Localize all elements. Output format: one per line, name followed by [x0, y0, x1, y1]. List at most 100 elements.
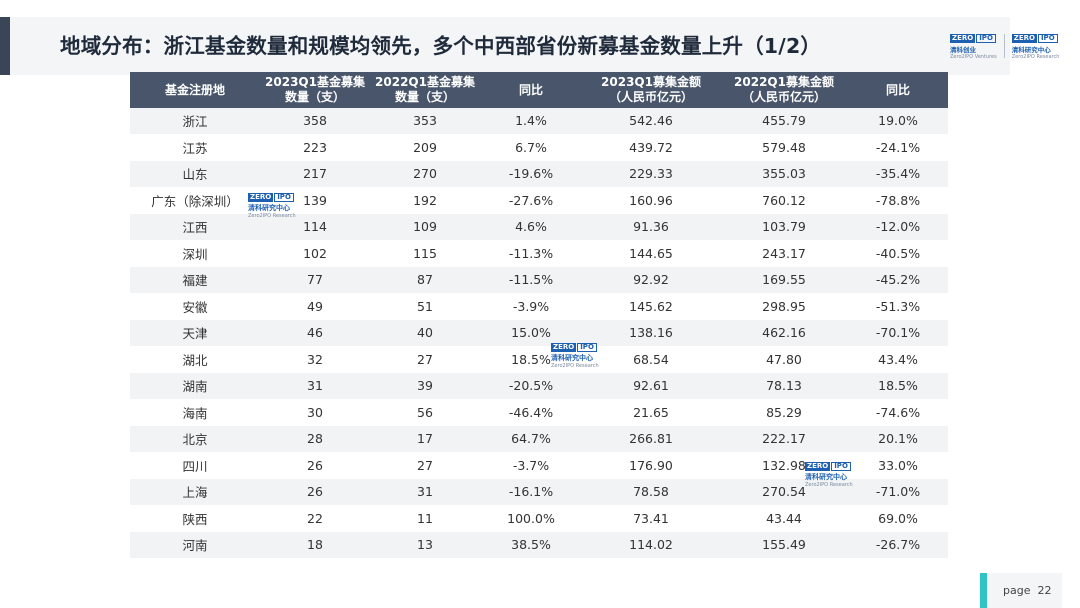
value-cell: 30 — [260, 399, 370, 426]
region-cell: 陕西 — [130, 505, 260, 532]
region-cell: 安徽 — [130, 293, 260, 320]
value-cell: 39 — [370, 372, 480, 400]
value-cell: 358 — [260, 108, 370, 135]
value-cell: 353 — [370, 108, 480, 135]
value-cell: 6.7% — [480, 134, 582, 161]
value-cell: 18.5% — [848, 372, 948, 400]
page-number: page 22 — [1003, 584, 1051, 597]
region-cell: 北京 — [130, 425, 260, 453]
value-cell: 92.92 — [582, 266, 720, 294]
column-header-line: 数量（支） — [394, 90, 455, 104]
region-cell: 上海 — [130, 478, 260, 506]
header-logos: ZERO IPO 清科创业 Zero2IPO Ventures ZERO IPO… — [950, 34, 1059, 60]
value-cell: 18 — [260, 531, 370, 559]
table-row: 天津 46 40 15.0% 138.16 462.16 -70.1% — [130, 319, 948, 347]
value-cell: -71.0% — [848, 478, 948, 506]
value-cell: 462.16 — [720, 319, 848, 347]
logo2-cn-text: 清科研究中心 — [1011, 46, 1051, 54]
logo-en-text: Zero2IPO Ventures — [950, 54, 997, 60]
wm3-ipo-text: IPO — [831, 462, 851, 471]
value-cell: 64.7% — [480, 425, 582, 453]
column-header-line: 2022Q1募集金额 — [734, 75, 834, 89]
wm2-ipo-text: IPO — [577, 343, 597, 352]
watermark-logo: ZERO IPO 清科研究中心 Zero2IPO Research — [248, 193, 296, 219]
logo-ipo-text: IPO — [976, 34, 996, 43]
logo2-ipo-text: IPO — [1037, 34, 1058, 43]
value-cell: 298.95 — [720, 293, 848, 320]
title-accent-bar — [0, 17, 10, 75]
value-cell: 43.4% — [848, 346, 948, 373]
title-band — [10, 17, 1010, 75]
logo2-zero-text: ZERO — [1011, 34, 1037, 43]
logo-separator — [1003, 34, 1005, 58]
value-cell: 222.17 — [720, 425, 848, 453]
table-row: 四川 26 27 -3.7% 176.90 132.98 33.0% — [130, 452, 948, 479]
logo-zero-text: ZERO — [950, 34, 976, 43]
value-cell: 114 — [260, 213, 370, 241]
value-cell: 100.0% — [480, 505, 582, 532]
page-number-value: 22 — [1037, 584, 1052, 597]
column-header: 同比 — [848, 72, 948, 108]
region-cell: 天津 — [130, 319, 260, 347]
value-cell: 56 — [370, 399, 480, 426]
value-cell: -45.2% — [848, 266, 948, 294]
wm1-ipo-text: IPO — [274, 193, 294, 202]
value-cell: 217 — [260, 160, 370, 188]
value-cell: 176.90 — [582, 452, 720, 479]
logo2-en-text: Zero2IPO Research — [1011, 54, 1060, 60]
value-cell: -11.3% — [480, 240, 582, 267]
region-cell: 江苏 — [130, 134, 260, 161]
value-cell: -78.8% — [848, 187, 948, 214]
value-cell: 22 — [260, 505, 370, 532]
region-cell: 山东 — [130, 160, 260, 188]
value-cell: 144.65 — [582, 240, 720, 267]
region-cell: 江西 — [130, 213, 260, 241]
value-cell: 102 — [260, 240, 370, 267]
value-cell: 21.65 — [582, 399, 720, 426]
value-cell: 4.6% — [480, 213, 582, 241]
region-cell: 四川 — [130, 452, 260, 479]
table-header-row: 基金注册地 2023Q1基金募集 数量（支） 2022Q1基金募集 数量（支） 同比 202… — [130, 72, 948, 108]
value-cell: -24.1% — [848, 134, 948, 161]
column-header: 2023Q1基金募集 数量（支） — [260, 72, 370, 108]
value-cell: 68.54 — [582, 346, 720, 373]
column-header-line: 同比 — [885, 82, 910, 97]
value-cell: 115 — [370, 240, 480, 267]
value-cell: -11.5% — [480, 266, 582, 294]
table-row: 海南 30 56 -46.4% 21.65 85.29 -74.6% — [130, 399, 948, 426]
value-cell: 46 — [260, 319, 370, 347]
value-cell: 78.58 — [582, 478, 720, 506]
value-cell: -16.1% — [480, 478, 582, 506]
wm3-cn-text: 清科研究中心 — [805, 473, 847, 481]
value-cell: 138.16 — [582, 319, 720, 347]
wm2-en-text: Zero2IPO Research — [551, 363, 599, 369]
value-cell: 19.0% — [848, 108, 948, 135]
value-cell: 109 — [370, 213, 480, 241]
fund-region-table: 基金注册地 2023Q1基金募集 数量（支） 2022Q1基金募集 数量（支） 同比 202… — [130, 72, 948, 559]
region-cell: 湖北 — [130, 346, 260, 373]
value-cell: 439.72 — [582, 134, 720, 161]
column-header: 2022Q1基金募集 数量（支） — [370, 72, 480, 108]
value-cell: 169.55 — [720, 266, 848, 294]
value-cell: 78.13 — [720, 372, 848, 400]
value-cell: 51 — [370, 293, 480, 320]
value-cell: 1.4% — [480, 108, 582, 135]
table-row: 湖南 31 39 -20.5% 92.61 78.13 18.5% — [130, 372, 948, 400]
table-row: 山东 217 270 -19.6% 229.33 355.03 -35.4% — [130, 160, 948, 188]
wm1-en-text: Zero2IPO Research — [248, 213, 296, 219]
value-cell: 114.02 — [582, 531, 720, 559]
wm3-zero-text: ZERO — [805, 462, 831, 471]
wm2-cn-text: 清科研究中心 — [551, 354, 593, 362]
value-cell: 11 — [370, 505, 480, 532]
value-cell: -27.6% — [480, 187, 582, 214]
value-cell: -3.9% — [480, 293, 582, 320]
value-cell: 91.36 — [582, 213, 720, 241]
page-title: 地域分布：浙江基金数量和规模均领先，多个中西部省份新募基金数量上升（1/2） — [60, 34, 822, 58]
value-cell: 85.29 — [720, 399, 848, 426]
value-cell: 38.5% — [480, 531, 582, 559]
value-cell: -35.4% — [848, 160, 948, 188]
wm2-zero-text: ZERO — [551, 343, 577, 352]
value-cell: 27 — [370, 346, 480, 373]
value-cell: -51.3% — [848, 293, 948, 320]
table-row: 河南 18 13 38.5% 114.02 155.49 -26.7% — [130, 531, 948, 559]
